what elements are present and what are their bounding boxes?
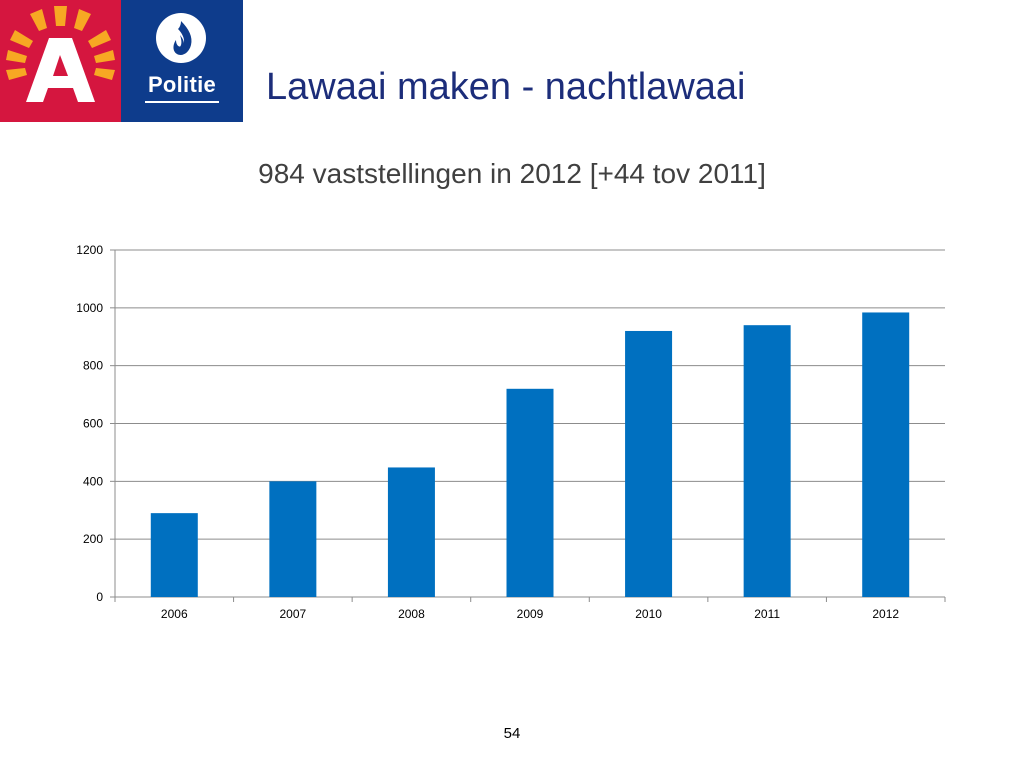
bar [150,513,198,597]
bar [269,481,317,597]
x-tick-label: 2006 [161,607,188,621]
y-tick-label: 1200 [76,243,103,257]
bar [387,467,435,597]
flame-icon [173,21,192,55]
antwerpen-logo [0,0,121,122]
bar [862,312,910,597]
bar [506,388,554,597]
x-tick-label: 2011 [754,607,780,621]
y-tick-label: 600 [83,417,103,431]
x-tick-label: 2007 [280,607,307,621]
slide-subtitle: 984 vaststellingen in 2012 [+44 tov 2011… [258,158,766,189]
x-tick-label: 2012 [872,607,899,621]
bar [743,325,791,597]
slide-title: Lawaai maken - nachtlawaai [266,66,746,108]
page-number: 54 [503,725,521,742]
bar [625,330,673,597]
x-tick-label: 2010 [635,607,662,621]
y-tick-label: 200 [83,532,103,546]
y-tick-label: 1000 [76,301,103,315]
x-tick-label: 2009 [517,607,544,621]
x-tick-label: 2008 [398,607,425,621]
y-tick-label: 0 [96,590,103,604]
bar-chart: 0 200 400 600 800 1000 1200 2006 2007 2008 2009 201… [76,243,946,621]
politie-logo-rule [145,101,219,103]
politie-logo: Politie [121,0,243,122]
y-tick-label: 400 [83,474,103,488]
politie-logo-text: Politie [147,72,217,97]
flame-badge-icon [156,13,206,63]
y-tick-label: 800 [83,359,103,373]
antwerpen-a-icon [6,6,115,102]
